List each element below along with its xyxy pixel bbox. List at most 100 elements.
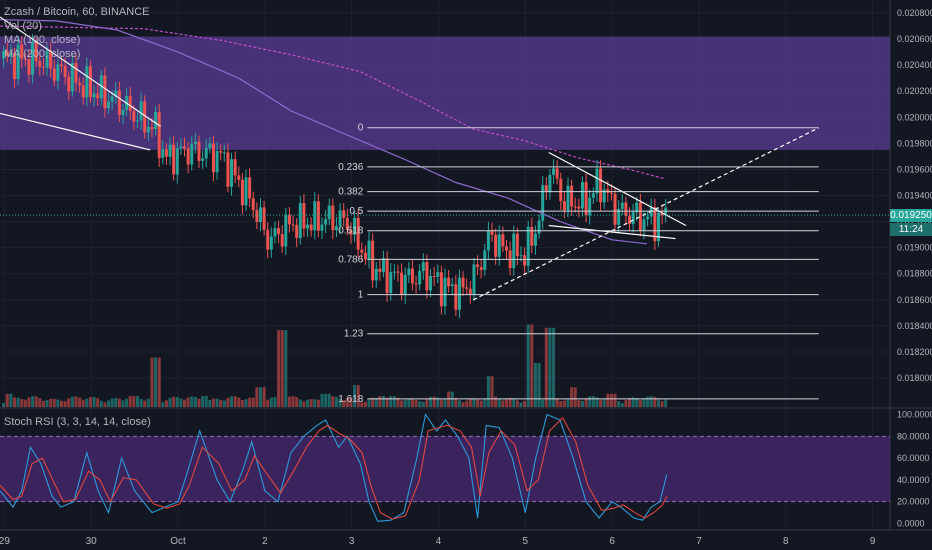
candle-body bbox=[262, 207, 266, 230]
volume-bar bbox=[107, 400, 111, 407]
volume-bar bbox=[284, 330, 288, 407]
candle-body bbox=[432, 275, 436, 277]
candle-body bbox=[193, 141, 197, 145]
candle-body bbox=[226, 152, 230, 187]
volume-bar bbox=[595, 397, 599, 407]
candle-body bbox=[251, 198, 255, 211]
time-axis-tick-label: 4 bbox=[436, 536, 442, 547]
volume-bar bbox=[251, 397, 255, 407]
volume-bar bbox=[266, 399, 270, 407]
volume-bar bbox=[23, 399, 27, 407]
candle-body bbox=[374, 268, 378, 281]
candle-body bbox=[277, 228, 281, 235]
volume-bar bbox=[49, 398, 53, 407]
volume-bar bbox=[258, 387, 262, 407]
candle-body bbox=[418, 271, 422, 285]
candle-body bbox=[479, 266, 483, 271]
candle-body bbox=[526, 226, 530, 266]
candle-body bbox=[580, 182, 584, 209]
candle-body bbox=[114, 90, 118, 97]
volume-bar bbox=[186, 397, 190, 407]
candle-body bbox=[476, 264, 480, 267]
volume-bar bbox=[9, 393, 13, 407]
candle-body bbox=[573, 206, 577, 208]
volume-bar bbox=[287, 396, 291, 407]
time-axis-tick-label: 9 bbox=[870, 536, 876, 547]
stoch-rsi-legend[interactable]: Stoch RSI (3, 3, 14, 14, close) bbox=[4, 416, 151, 428]
symbol-legend[interactable]: Zcash / Bitcoin, 60, BINANCE bbox=[4, 6, 150, 18]
candle-body bbox=[371, 240, 375, 281]
candle-body bbox=[385, 258, 389, 293]
volume-bar bbox=[660, 401, 664, 407]
candle-body bbox=[96, 93, 100, 99]
candle-body bbox=[190, 144, 194, 165]
candle-body bbox=[421, 262, 425, 272]
volume-bar bbox=[128, 396, 132, 407]
volume-bar bbox=[146, 398, 150, 407]
candle-body bbox=[515, 233, 519, 257]
volume-bar bbox=[465, 400, 469, 407]
candle-body bbox=[157, 112, 161, 158]
volume-bar bbox=[81, 399, 85, 407]
fib-level-label: 0.5 bbox=[349, 206, 363, 217]
volume-bar bbox=[617, 401, 621, 407]
volume-bar bbox=[425, 398, 429, 407]
volume-bar bbox=[114, 397, 118, 407]
candle-body bbox=[523, 255, 527, 266]
volume-bar bbox=[374, 397, 378, 407]
candle-body bbox=[338, 210, 342, 227]
candle-body bbox=[85, 66, 89, 98]
volume-bar bbox=[421, 401, 425, 407]
candle-body bbox=[154, 112, 158, 130]
volume-bar bbox=[360, 402, 364, 407]
fib-level-label: 0.236 bbox=[338, 162, 363, 173]
fib-level-label: 1.23 bbox=[344, 329, 364, 340]
volume-bar bbox=[327, 393, 331, 407]
volume-legend[interactable]: Vol (20) bbox=[4, 20, 42, 32]
volume-bar bbox=[562, 400, 566, 407]
candle-body bbox=[425, 262, 429, 291]
volume-bar bbox=[588, 396, 592, 407]
volume-bar bbox=[389, 396, 393, 407]
volume-bar bbox=[183, 399, 187, 407]
volume-bar bbox=[56, 399, 60, 407]
candle-body bbox=[403, 275, 407, 295]
candle-body bbox=[465, 287, 469, 289]
candle-body bbox=[168, 144, 172, 157]
candle-body bbox=[389, 272, 393, 293]
volume-bar bbox=[580, 400, 584, 407]
volume-bar bbox=[2, 403, 6, 407]
volume-bar bbox=[544, 327, 548, 407]
volume-bar bbox=[552, 327, 556, 407]
candle-body bbox=[450, 284, 454, 287]
volume-bar bbox=[371, 397, 375, 407]
candle-body bbox=[552, 168, 556, 175]
candle-body bbox=[494, 234, 498, 257]
candle-body bbox=[45, 50, 49, 68]
ma100-legend[interactable]: MA (100, close) bbox=[4, 34, 81, 46]
stoch-rsi-axis-tick-label: 100.0000 bbox=[897, 410, 932, 420]
volume-bar bbox=[628, 398, 632, 407]
candle-body bbox=[591, 193, 595, 198]
candle-body bbox=[656, 212, 660, 242]
volume-bar bbox=[5, 393, 9, 407]
candle-body bbox=[284, 214, 288, 247]
volume-bar bbox=[577, 400, 581, 407]
candle-body bbox=[429, 275, 433, 291]
candle-body bbox=[436, 272, 440, 277]
volume-bar bbox=[63, 401, 67, 407]
stoch-rsi-axis-tick-label: 80.0000 bbox=[897, 431, 930, 441]
candle-body bbox=[132, 110, 136, 122]
volume-bar bbox=[407, 398, 411, 407]
candle-body bbox=[356, 217, 360, 250]
volume-bar bbox=[157, 357, 161, 407]
candle-body bbox=[56, 64, 60, 81]
volume-bar bbox=[295, 397, 299, 407]
volume-bar bbox=[99, 400, 103, 407]
candle-body bbox=[407, 268, 411, 276]
ma200-legend[interactable]: MA (200, close) bbox=[4, 48, 81, 60]
candle-body bbox=[588, 197, 592, 216]
candle-body bbox=[38, 61, 42, 67]
